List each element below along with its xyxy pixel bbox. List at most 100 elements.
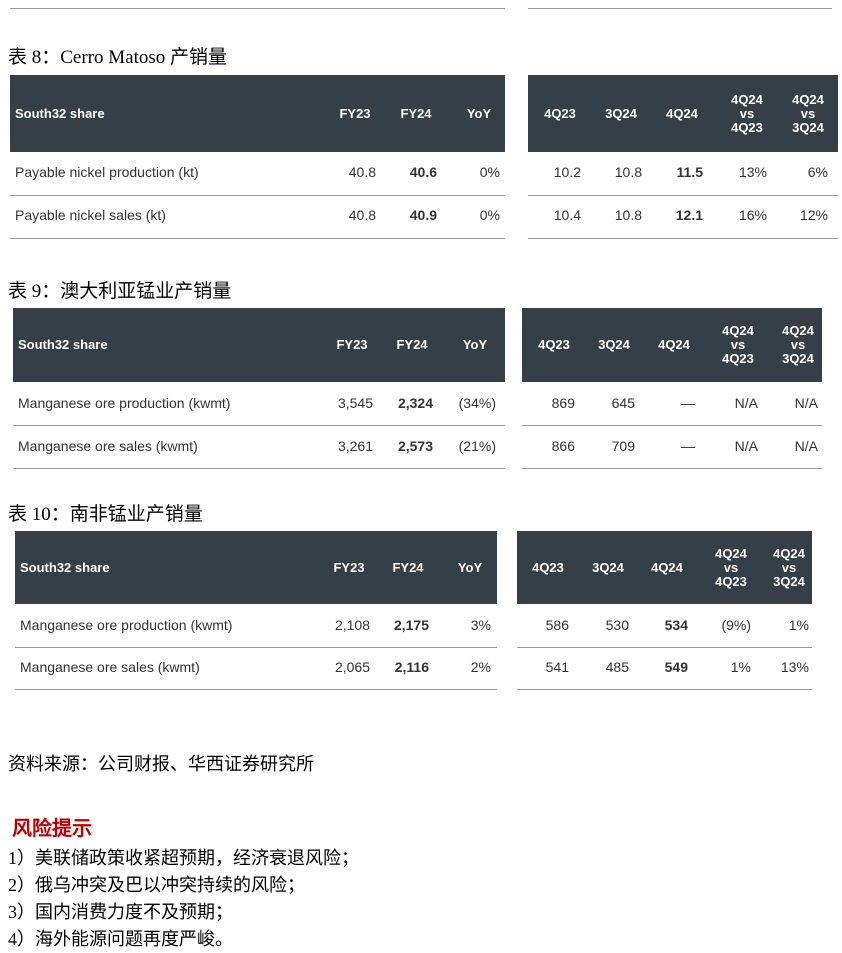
row-rule bbox=[517, 647, 812, 648]
cell: N/A bbox=[794, 395, 818, 411]
cell: 2,065 bbox=[334, 659, 370, 675]
cell: 530 bbox=[605, 617, 629, 633]
cell: 586 bbox=[545, 617, 569, 633]
row-rule bbox=[10, 238, 505, 239]
cell: 10.2 bbox=[553, 164, 581, 180]
column-header: FY23 bbox=[339, 105, 371, 121]
cell: 10.8 bbox=[614, 207, 642, 223]
column-header: FY23 bbox=[336, 337, 368, 352]
cell: 709 bbox=[611, 438, 635, 454]
column-header: FY24 bbox=[396, 337, 428, 352]
row-rule bbox=[522, 468, 822, 469]
cell: 1% bbox=[730, 659, 751, 675]
row-rule bbox=[528, 195, 838, 196]
cell: — bbox=[681, 395, 695, 411]
row-rule bbox=[517, 689, 812, 690]
cell: N/A bbox=[734, 438, 758, 454]
cell: 11.5 bbox=[676, 164, 703, 180]
cell: 485 bbox=[605, 659, 629, 675]
cell: 12% bbox=[799, 207, 828, 223]
column-header: 4Q24 vs 4Q23 bbox=[731, 91, 763, 135]
cell: 6% bbox=[807, 164, 828, 180]
cell: 2% bbox=[470, 659, 491, 675]
column-header: YoY bbox=[462, 337, 488, 352]
column-header: 4Q23 bbox=[538, 337, 570, 352]
caption: 表 8：Cerro Matoso 产销量 bbox=[8, 47, 228, 68]
row-rule bbox=[13, 468, 505, 469]
row-rule bbox=[15, 689, 497, 690]
cell: 10.8 bbox=[614, 164, 642, 180]
header-label: South32 share bbox=[15, 105, 105, 121]
cell: 13% bbox=[738, 164, 767, 180]
cell: 541 bbox=[545, 659, 569, 675]
column-header: 3Q24 bbox=[592, 559, 624, 575]
cell: 645 bbox=[611, 395, 635, 411]
risk-title: 风险提示 bbox=[12, 818, 92, 840]
header-bg bbox=[15, 531, 497, 604]
cell: 2,573 bbox=[397, 438, 433, 454]
column-header: FY23 bbox=[333, 559, 365, 575]
rule bbox=[10, 8, 505, 9]
cell: 0% bbox=[479, 207, 500, 223]
header-label: South32 share bbox=[18, 337, 108, 352]
column-header: 4Q24 vs 3Q24 bbox=[782, 323, 814, 366]
cell: N/A bbox=[794, 438, 818, 454]
row-rule bbox=[522, 425, 822, 426]
cell: 12.1 bbox=[675, 207, 703, 223]
cell: 3,261 bbox=[337, 438, 373, 454]
caption: 表 10：南非锰业产销量 bbox=[8, 504, 203, 525]
row-rule bbox=[10, 195, 505, 196]
column-header: 4Q23 bbox=[544, 105, 576, 121]
cell: 866 bbox=[551, 438, 575, 454]
column-header: FY24 bbox=[400, 105, 432, 121]
column-header: 3Q24 bbox=[598, 337, 630, 352]
header-label: South32 share bbox=[20, 559, 110, 575]
row-rule bbox=[528, 238, 838, 239]
row-label: Payable nickel production (kt) bbox=[15, 164, 199, 180]
column-header: 4Q24 bbox=[666, 105, 698, 121]
column-header: 4Q24 vs 4Q23 bbox=[722, 323, 754, 366]
cell: 2,116 bbox=[394, 659, 429, 675]
cell: 40.9 bbox=[409, 207, 437, 223]
row-label: Payable nickel sales (kt) bbox=[15, 207, 166, 223]
risk-item: 3）国内消费力度不及预期； bbox=[8, 902, 233, 922]
cell: 534 bbox=[664, 617, 688, 633]
column-header: 4Q23 bbox=[532, 559, 564, 575]
rule bbox=[528, 8, 832, 9]
cell: — bbox=[681, 438, 695, 454]
column-header: 4Q24 vs 4Q23 bbox=[715, 545, 747, 589]
column-header: 4Q24 bbox=[651, 559, 683, 575]
column-header: FY24 bbox=[392, 559, 424, 575]
cell: 2,324 bbox=[397, 395, 433, 411]
row-label: Manganese ore production (kwmt) bbox=[18, 395, 231, 411]
cell: 2,108 bbox=[334, 617, 370, 633]
column-header: YoY bbox=[466, 105, 492, 121]
header-bg bbox=[13, 308, 505, 382]
cell: 549 bbox=[664, 659, 688, 675]
cell: (9%) bbox=[721, 617, 751, 633]
column-header: 4Q24 vs 3Q24 bbox=[773, 545, 805, 589]
row-label: Manganese ore sales (kwmt) bbox=[20, 659, 200, 675]
cell: 3,545 bbox=[337, 395, 373, 411]
column-header: YoY bbox=[457, 559, 483, 575]
cell: 3% bbox=[470, 617, 491, 633]
cell: 40.8 bbox=[348, 164, 376, 180]
cell: 40.8 bbox=[348, 207, 376, 223]
header-bg bbox=[517, 531, 812, 604]
header-bg bbox=[522, 308, 822, 382]
row-rule bbox=[15, 647, 497, 648]
cell: 40.6 bbox=[409, 164, 437, 180]
cell: 2,175 bbox=[393, 617, 429, 633]
row-label: Manganese ore sales (kwmt) bbox=[18, 438, 198, 454]
header-bg bbox=[10, 75, 505, 152]
risk-item: 4）海外能源问题再度严峻。 bbox=[8, 929, 233, 949]
cell: N/A bbox=[734, 395, 758, 411]
cell: 869 bbox=[551, 395, 575, 411]
column-header: 3Q24 bbox=[605, 105, 637, 121]
header-bg bbox=[528, 75, 838, 152]
cell: 13% bbox=[780, 659, 809, 675]
caption: 表 9：澳大利亚锰业产销量 bbox=[8, 281, 232, 302]
cell: 16% bbox=[738, 207, 767, 223]
cell: 0% bbox=[479, 164, 500, 180]
